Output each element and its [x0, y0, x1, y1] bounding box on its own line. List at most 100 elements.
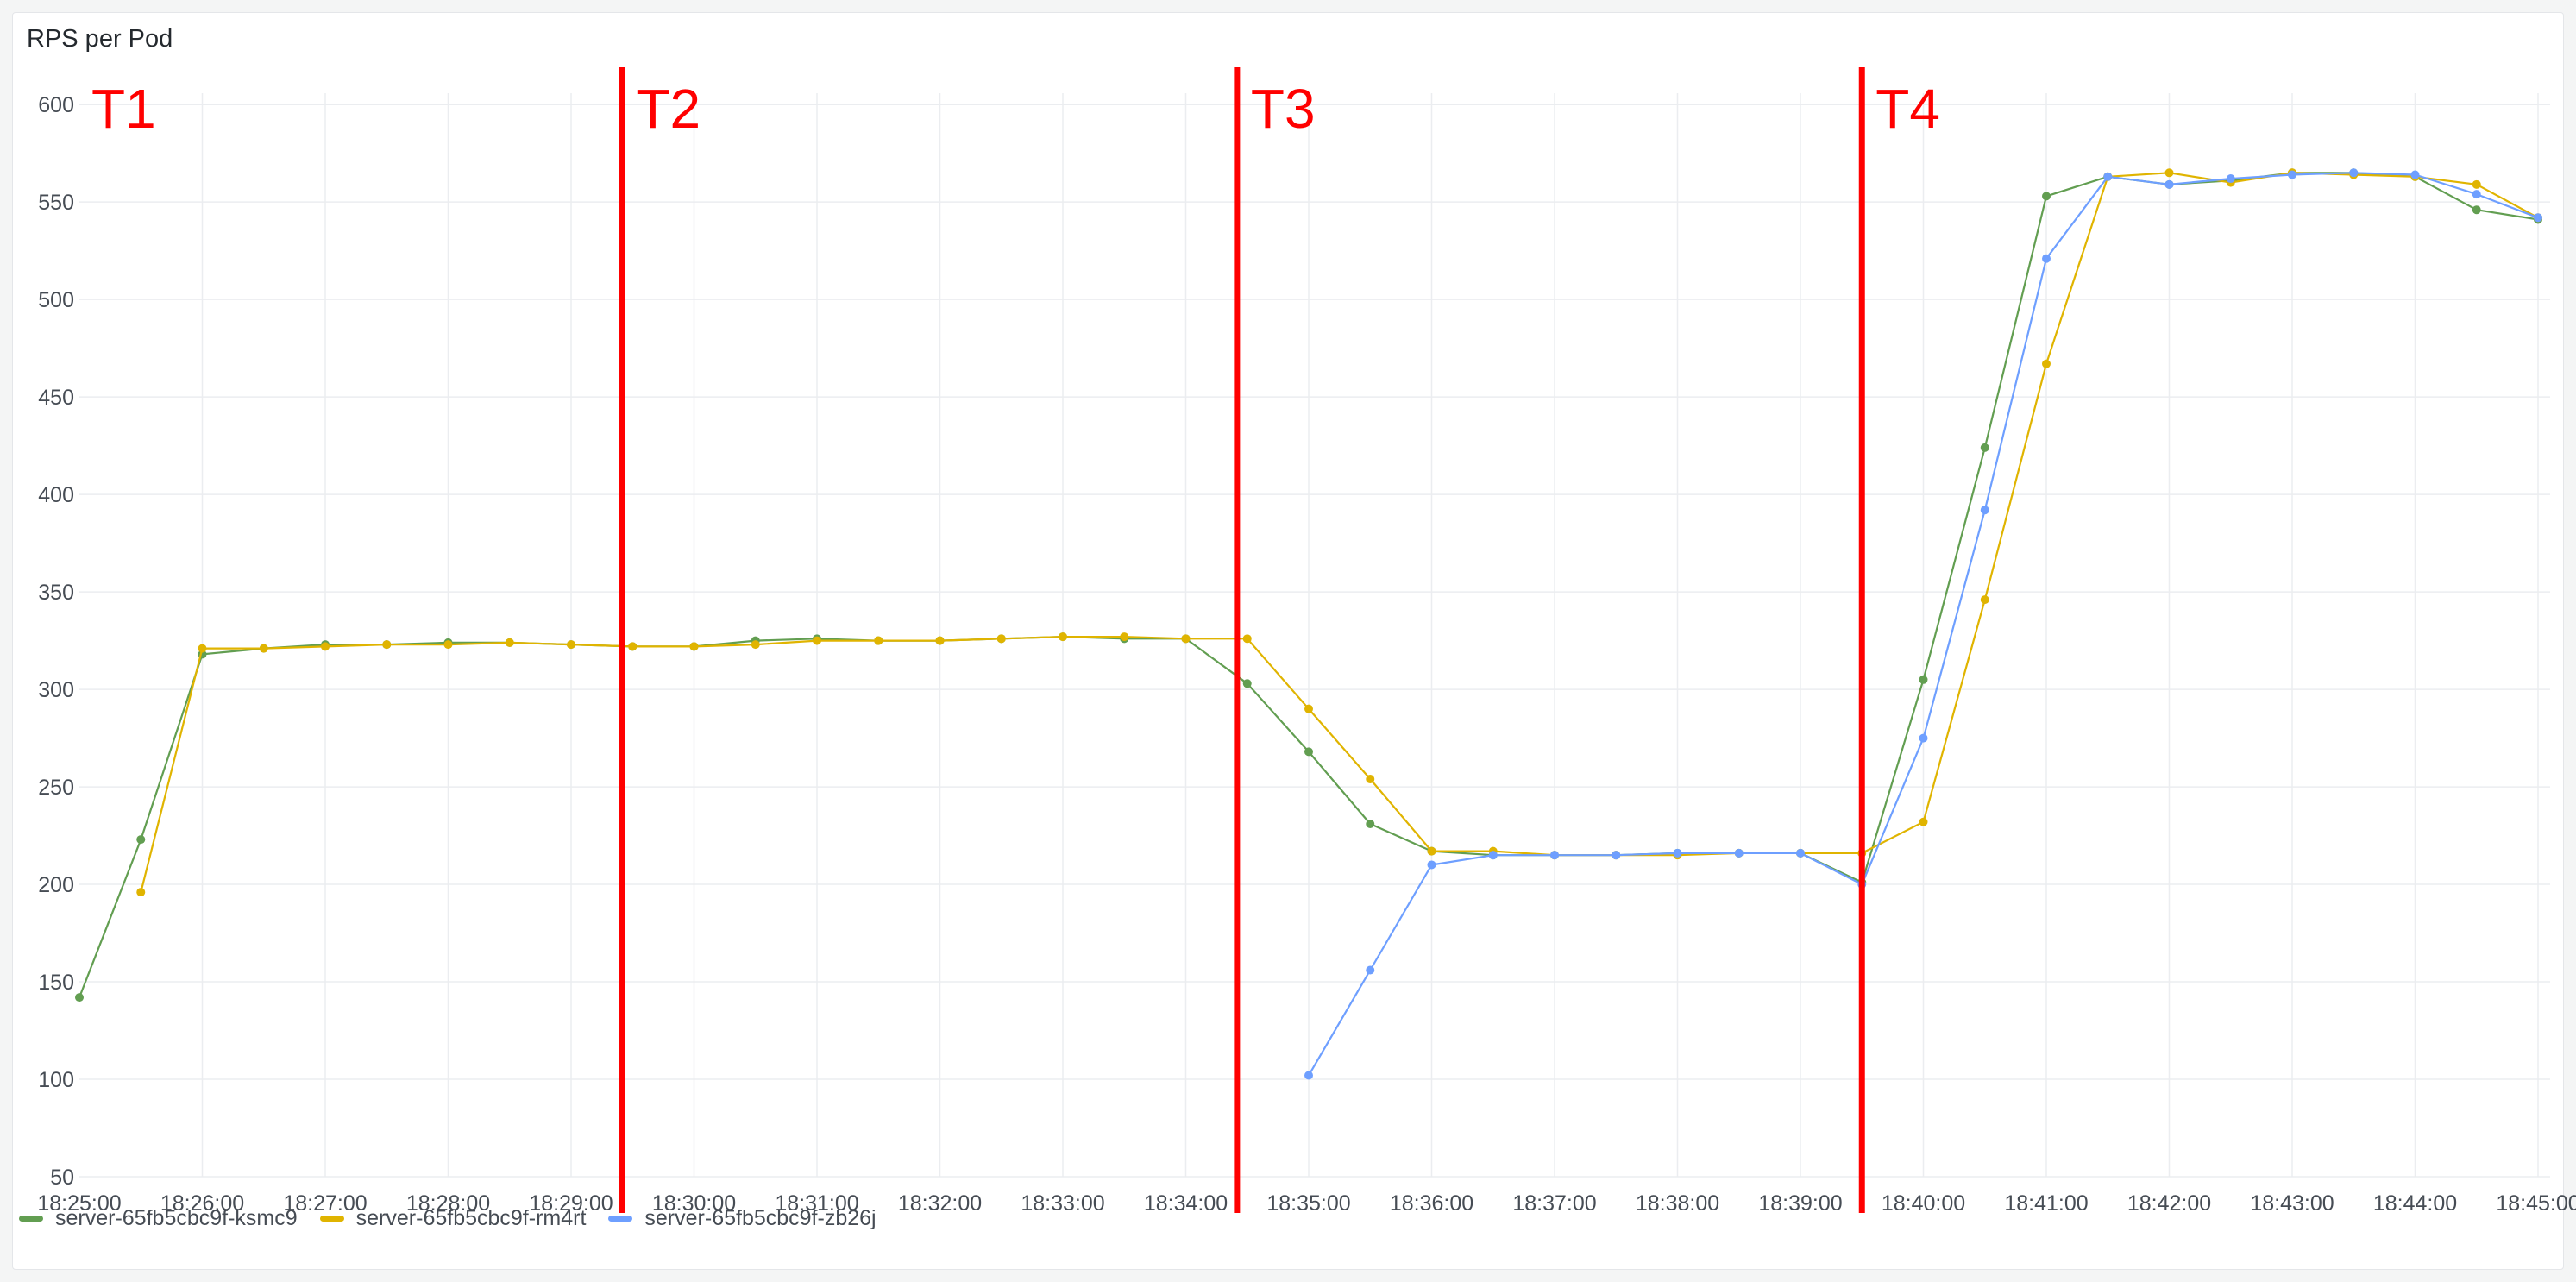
y-tick-label: 400 — [38, 483, 74, 507]
data-point — [628, 642, 638, 651]
marker-label: T4 — [1875, 78, 1940, 140]
data-point — [1734, 848, 1744, 858]
data-point — [505, 638, 514, 647]
x-tick-label: 18:43:00 — [2250, 1191, 2334, 1216]
y-tick-label: 100 — [38, 1068, 74, 1092]
data-point — [1242, 679, 1252, 688]
data-point — [1366, 965, 1375, 975]
x-tick-label: 18:27:00 — [283, 1191, 367, 1216]
x-tick-label: 18:29:00 — [529, 1191, 613, 1216]
data-point — [2410, 170, 2420, 179]
legend-swatch — [19, 1216, 43, 1222]
data-point — [1120, 632, 1129, 642]
x-tick-label: 18:40:00 — [1882, 1191, 1965, 1216]
x-tick-label: 18:32:00 — [898, 1191, 982, 1216]
y-tick-label: 150 — [38, 971, 74, 995]
data-point — [1796, 848, 1805, 858]
x-tick-label: 18:33:00 — [1021, 1191, 1104, 1216]
data-point — [136, 888, 146, 897]
x-tick-label: 18:36:00 — [1390, 1191, 1473, 1216]
data-point — [1488, 851, 1498, 860]
data-point — [1980, 443, 1989, 452]
x-tick-label: 18:35:00 — [1266, 1191, 1350, 1216]
data-point — [259, 644, 268, 653]
legend-item[interactable]: server-65fb5cbc9f-rm4rt — [319, 1206, 587, 1231]
data-point — [1550, 851, 1559, 860]
data-point — [1304, 704, 1313, 713]
y-tick-label: 350 — [38, 581, 74, 605]
data-point — [2042, 359, 2051, 368]
data-point — [2103, 172, 2113, 181]
chart-legend: server-65fb5cbc9f-ksmc9 server-65fb5cbc9f… — [19, 1206, 876, 1231]
legend-swatch — [319, 1216, 344, 1222]
data-point — [1919, 733, 1928, 743]
data-point — [382, 640, 392, 650]
data-point — [1612, 851, 1621, 860]
data-point — [1059, 632, 1067, 642]
x-tick-label: 18:26:00 — [160, 1191, 244, 1216]
y-tick-label: 300 — [38, 678, 74, 702]
x-tick-label: 18:34:00 — [1144, 1191, 1228, 1216]
data-point — [198, 644, 207, 653]
marker-label: T1 — [91, 78, 156, 140]
x-tick-label: 18:30:00 — [652, 1191, 736, 1216]
legend-item[interactable]: server-65fb5cbc9f-ksmc9 — [19, 1206, 298, 1231]
data-point — [1980, 595, 1989, 605]
x-tick-label: 18:42:00 — [2127, 1191, 2211, 1216]
data-point — [1919, 675, 1928, 684]
data-point — [1427, 846, 1436, 856]
panel-title: RPS per Pod — [27, 25, 173, 53]
y-tick-label: 600 — [38, 93, 74, 117]
y-tick-label: 500 — [38, 288, 74, 312]
data-point — [935, 636, 945, 645]
data-point — [2472, 179, 2481, 189]
x-tick-label: 18:44:00 — [2373, 1191, 2457, 1216]
data-point — [2042, 192, 2051, 201]
data-point — [996, 634, 1006, 644]
data-point — [2472, 205, 2481, 215]
marker-label: T2 — [636, 78, 701, 140]
legend-label: server-65fb5cbc9f-rm4rt — [355, 1206, 587, 1230]
data-point — [1366, 775, 1375, 784]
data-point — [1427, 860, 1436, 870]
data-point — [75, 993, 84, 1002]
data-point — [751, 640, 760, 650]
y-tick-label: 550 — [38, 191, 74, 215]
x-tick-label: 18:38:00 — [1636, 1191, 1719, 1216]
data-point — [2472, 190, 2481, 199]
y-tick-label: 200 — [38, 873, 74, 897]
data-point — [2226, 174, 2235, 184]
data-point — [813, 636, 821, 645]
series-lines — [75, 168, 2542, 1080]
data-point — [443, 640, 453, 650]
data-point — [1181, 634, 1191, 644]
y-axis: 50 100 150 200 250 300 350 400 450 500 550 600 — [38, 93, 74, 1190]
data-point — [1980, 506, 1989, 515]
series-line — [140, 172, 2539, 893]
y-tick-label: 250 — [38, 776, 74, 800]
data-point — [136, 835, 146, 845]
data-point — [2164, 168, 2174, 178]
x-tick-label: 18:28:00 — [406, 1191, 490, 1216]
x-axis: 18:25:00 18:26:00 18:27:00 18:28:00 18:29:00… — [37, 1191, 2576, 1216]
data-point — [689, 642, 699, 651]
data-point — [1919, 817, 1928, 826]
data-point — [1366, 820, 1375, 829]
data-point — [2349, 168, 2359, 178]
data-point — [1673, 848, 1682, 858]
data-point — [2288, 170, 2296, 179]
legend-label: server-65fb5cbc9f-zb26j — [644, 1206, 876, 1230]
legend-item[interactable]: server-65fb5cbc9f-zb26j — [608, 1206, 876, 1231]
data-point — [1304, 1071, 1313, 1080]
marker-label: T3 — [1251, 78, 1316, 140]
y-tick-label: 50 — [50, 1166, 74, 1190]
data-point — [2164, 179, 2174, 189]
series-3 — [1304, 168, 2542, 1080]
x-tick-label: 18:31:00 — [775, 1191, 858, 1216]
x-tick-label: 18:39:00 — [1758, 1191, 1842, 1216]
x-tick-label: 18:41:00 — [2004, 1191, 2088, 1216]
data-point — [321, 642, 330, 651]
event-markers: T1 T2 T3 T4 — [91, 67, 1940, 1213]
data-point — [1304, 747, 1313, 757]
